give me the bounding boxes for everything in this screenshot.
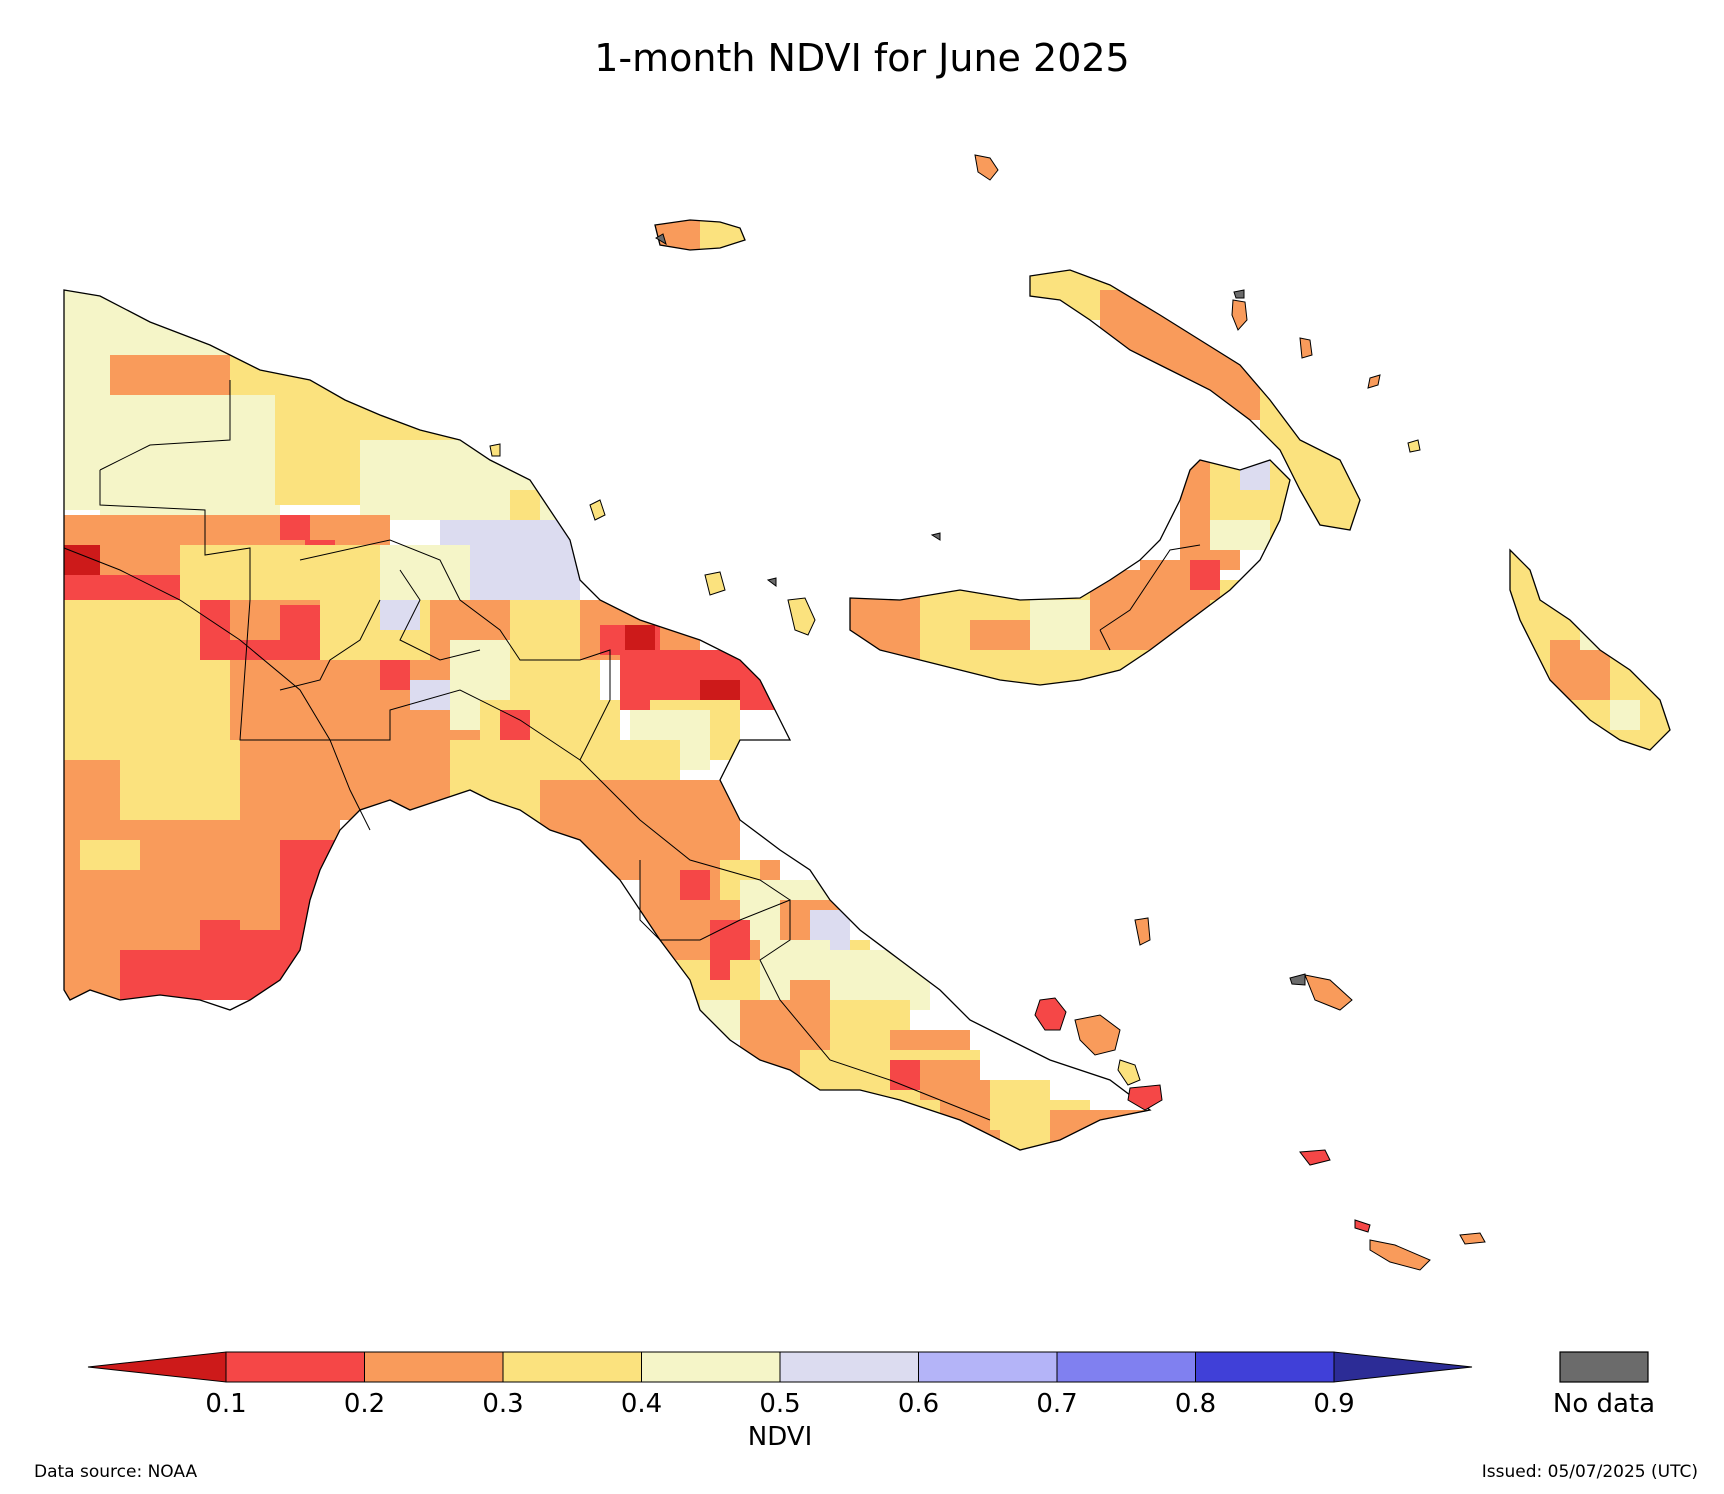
colorbar-tick-label: 0.3 [482,1389,523,1419]
colorbar-under-arrow [87,1351,227,1383]
province-boundaries [63,380,1201,1121]
colorbar-tick-label: 0.7 [1036,1389,1077,1419]
colorbar-tick-label: 0.9 [1313,1389,1354,1419]
colorbar-cell [502,1351,642,1383]
colorbar-cell [779,1351,919,1383]
coastlines [63,219,1671,1151]
issued-date: Issued: 05/07/2025 (UTC) [1481,1462,1698,1482]
nodata-swatch [1559,1351,1649,1383]
colorbar-over-arrow [1333,1351,1473,1383]
bougainville-ndvi-cells [1510,550,1670,750]
colorbar-cells [225,1351,1335,1383]
colorbar-tick-label: 0.6 [898,1389,939,1419]
nodata-label: No data [1553,1389,1655,1419]
colorbar-tick-label: 0.8 [1175,1389,1216,1419]
colorbar-tick-label: 0.5 [759,1389,800,1419]
colorbar-cell [641,1351,781,1383]
new-britain-ndvi-cells [850,460,1290,685]
colorbar-ticks: 0.1 0.2 0.3 0.4 0.5 0.6 0.7 0.8 0.9 [205,1389,1354,1419]
map-title: 1-month NDVI for June 2025 [594,36,1130,80]
colorbar-label: NDVI [748,1422,812,1452]
small-islands [489,154,1486,1271]
data-source: Data source: NOAA [34,1462,198,1482]
colorbar-cell [1195,1351,1335,1383]
colorbar-cell [225,1351,365,1383]
ndvi-map [63,154,1671,1271]
colorbar-cell [364,1351,504,1383]
colorbar-cell [918,1351,1058,1383]
colorbar-tick-label: 0.1 [205,1389,246,1419]
colorbar-cell [1056,1351,1196,1383]
colorbar-tick-label: 0.2 [344,1389,385,1419]
colorbar-tick-label: 0.4 [621,1389,662,1419]
